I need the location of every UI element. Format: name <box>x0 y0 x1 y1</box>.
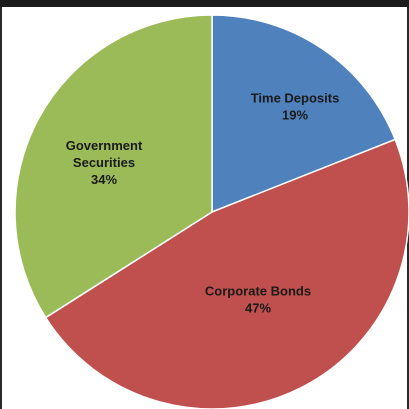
slice-label-corporate-bonds: Corporate Bonds 47% <box>205 284 311 316</box>
pie-slice-government-securities <box>14 14 213 319</box>
pie-slice-time-deposits <box>211 14 397 214</box>
slice-name-line: Securities <box>73 155 135 170</box>
slice-name-line: Time Deposits <box>251 91 340 106</box>
pie-slices <box>14 14 409 409</box>
slice-label-time-deposits: Time Deposits 19% <box>251 91 340 123</box>
top-border <box>0 0 409 7</box>
slice-percent: 34% <box>91 172 117 187</box>
slice-percent: 19% <box>282 108 308 123</box>
slice-label-government-securities: Government Securities 34% <box>66 138 143 187</box>
left-border <box>0 7 2 409</box>
slice-percent: 47% <box>245 301 271 316</box>
slice-name-line: Corporate Bonds <box>205 284 311 299</box>
pie-labels: Time Deposits 19% Corporate Bonds 47% Govern… <box>66 91 340 316</box>
slice-name-line: Government <box>66 138 143 153</box>
